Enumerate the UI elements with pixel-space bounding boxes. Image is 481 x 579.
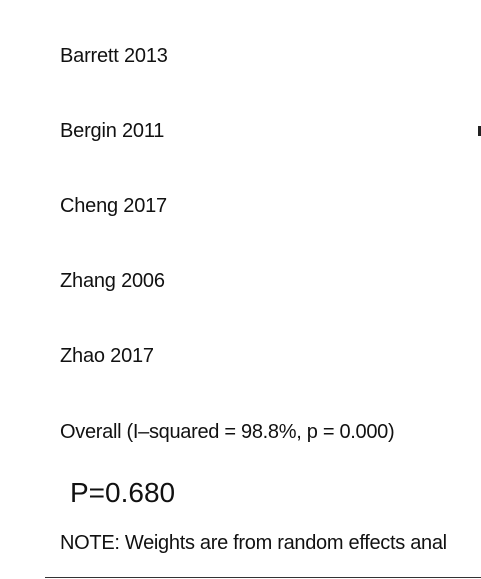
p-value-annotation: P=0.680: [70, 477, 176, 508]
bottom-axis-line: [45, 577, 481, 578]
study-label-barrett-2013: Barrett 2013: [60, 45, 168, 67]
overall-label: Overall (I–squared = 98.8%, p = 0.000): [60, 421, 395, 443]
study-label-bergin-2011: Bergin 2011: [60, 120, 165, 142]
study-label-cheng-2017: Cheng 2017: [60, 195, 167, 217]
study-label-zhang-2006: Zhang 2006: [60, 270, 165, 292]
weights-note: NOTE: Weights are from random effects an…: [60, 532, 447, 554]
estimate-marker-fragment: [478, 126, 481, 136]
study-label-zhao-2017: Zhao 2017: [60, 345, 154, 367]
